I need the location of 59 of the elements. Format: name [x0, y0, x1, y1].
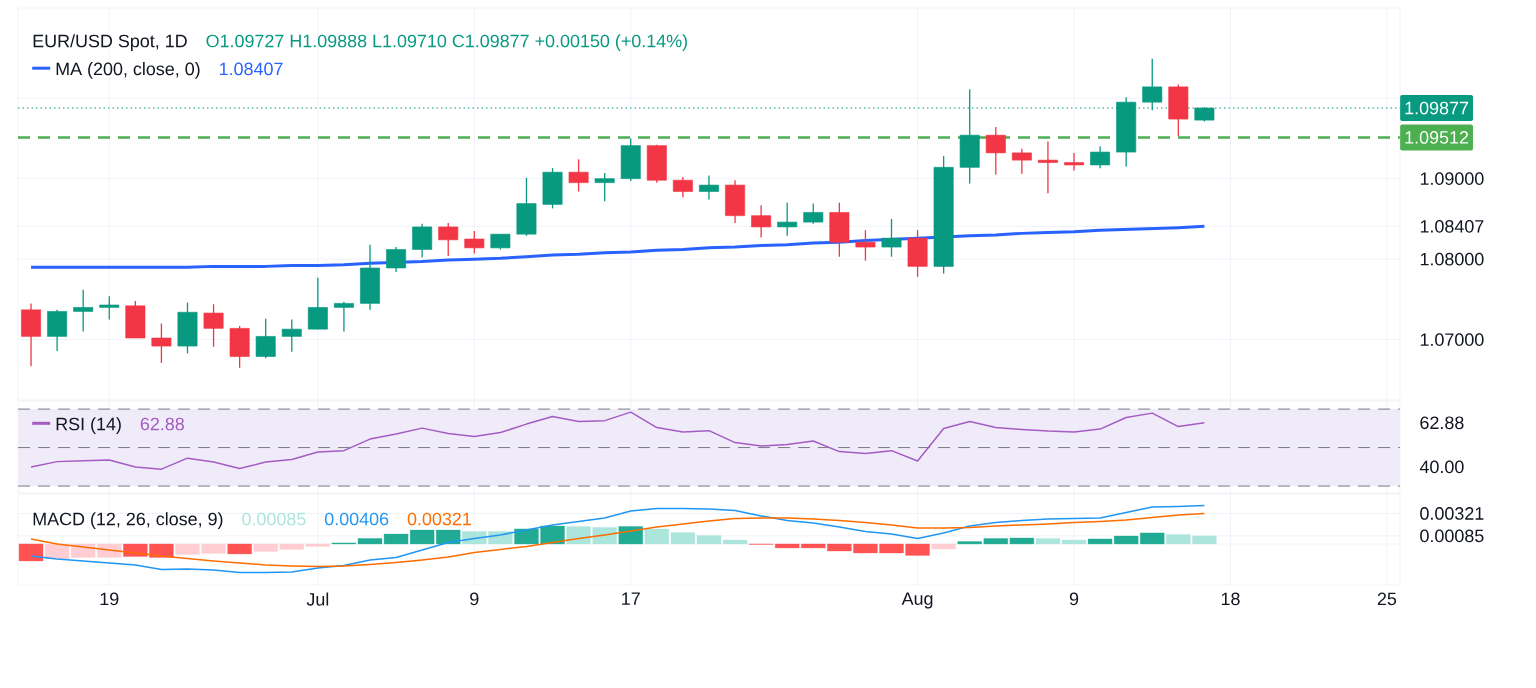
- candlestick: [438, 222, 459, 257]
- x-tick-label: 9: [470, 592, 479, 606]
- bar: [18, 543, 44, 562]
- annotation: 0.00085: [242, 512, 306, 526]
- candlestick: [412, 223, 433, 259]
- candlestick: [464, 230, 485, 255]
- y-tick-label: 1.07000: [1420, 333, 1484, 346]
- line-series: [30, 411, 1206, 470]
- candlestick: [751, 204, 772, 239]
- candlestick: [1064, 152, 1084, 172]
- candlestick: [803, 202, 824, 225]
- annotation: 0.00321: [407, 512, 471, 526]
- y-tick-label: 1.09000: [1420, 172, 1484, 185]
- bar: [931, 543, 956, 550]
- candlestick: [386, 246, 407, 273]
- legend-label: MA (200, close, 0): [56, 62, 200, 79]
- candlestick: [699, 174, 719, 201]
- ref-line-label: 1.09877: [1405, 101, 1469, 115]
- candlestick: [985, 126, 1006, 176]
- legend-label: RSI (14): [56, 417, 121, 434]
- y-tick-label: 40.00: [1419, 460, 1464, 474]
- x-tick-label: 19: [100, 592, 119, 606]
- y-tick-label: 1.08407: [1420, 220, 1484, 233]
- candlestick: [255, 318, 276, 359]
- candlestick: [281, 318, 302, 353]
- candlestick: [881, 218, 902, 258]
- bar: [227, 543, 252, 555]
- y-tick-label: 62.88: [1420, 416, 1464, 430]
- candlestick: [1037, 140, 1058, 194]
- annotation: 1.08407: [219, 62, 283, 76]
- y-tick-label: 0.00085: [1420, 529, 1484, 543]
- x-tick-label: 17: [622, 592, 640, 605]
- candlestick: [73, 289, 94, 333]
- candlestick: [1011, 148, 1032, 175]
- x-tick-label: 9: [1069, 592, 1079, 606]
- candlestick: [568, 158, 589, 193]
- text: MACD (12, 26, close, 9): [33, 512, 223, 529]
- candlestick: [99, 295, 120, 321]
- candlestick: [333, 301, 354, 333]
- annotation: 0.00406: [324, 512, 389, 526]
- bar: [618, 526, 643, 545]
- candlestick: [203, 303, 224, 348]
- candlestick: [594, 172, 615, 202]
- candlestick: [855, 229, 876, 262]
- ref-line-label: 1.09512: [1405, 131, 1469, 144]
- text: EUR/USD Spot, 1D: [33, 34, 187, 51]
- candlestick: [151, 322, 172, 364]
- x-tick-label: Aug: [901, 592, 933, 609]
- x-tick-label: 25: [1377, 592, 1397, 606]
- annotation: 62.88: [140, 417, 184, 431]
- candlestick: [307, 276, 328, 330]
- candlestick: [1090, 145, 1111, 169]
- candlestick: [777, 202, 798, 237]
- y-tick-label: 1.08000: [1420, 252, 1484, 266]
- y-tick-label: 0.00321: [1420, 507, 1484, 520]
- x-tick-label: 18: [1221, 592, 1240, 606]
- candlestick: [672, 176, 693, 198]
- x-tick-label: Jul: [306, 592, 329, 606]
- text: O1.09727 H1.09888 L1.09710 C1.09877 +0.00150 (+0.14%): [206, 34, 687, 51]
